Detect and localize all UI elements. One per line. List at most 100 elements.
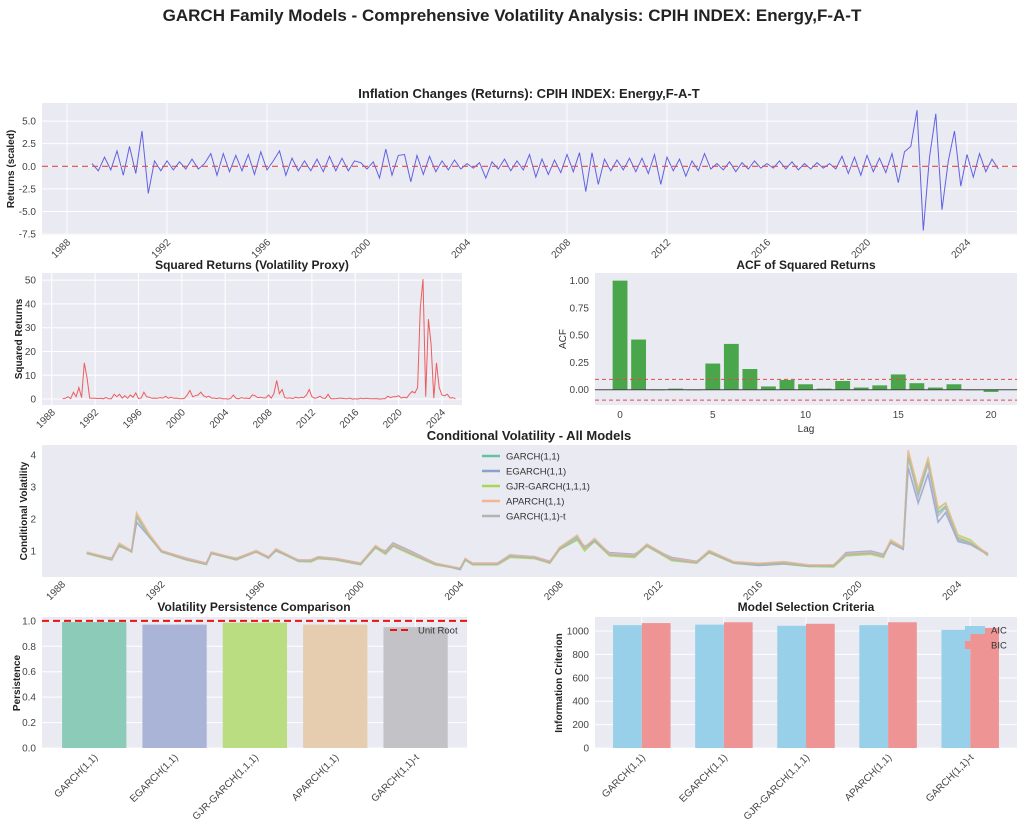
aic-bar: [777, 625, 806, 748]
x-tick-label: 0: [617, 410, 623, 421]
persistence-legend: Unit Root: [390, 626, 458, 637]
acf-bar: [853, 387, 869, 390]
y-tick-label: 3: [30, 482, 36, 493]
persistence-y-axis-label: Persistence: [12, 654, 23, 711]
x-tick-label: EGARCH(1,1): [128, 752, 181, 805]
volatility-line-4: [86, 457, 989, 570]
legend-label: GARCH(1,1): [506, 452, 560, 463]
squared-returns-chart-background: [42, 273, 462, 405]
y-tick-label: -2.5: [19, 184, 37, 195]
volatility-y-axis-label: Conditional Volatility: [19, 461, 30, 560]
x-tick-label: APARCH(1,1): [290, 752, 341, 803]
x-tick-label: GARCH(1,1): [52, 752, 100, 800]
acf-bar: [705, 363, 721, 390]
x-tick-label: GARCH(1,1): [600, 752, 648, 800]
x-tick-label: 10: [800, 410, 812, 421]
returns-y-axis-label: Returns (scaled): [6, 130, 17, 208]
legend-label: Unit Root: [418, 626, 458, 637]
y-tick-label: 0.0: [22, 744, 36, 755]
x-tick-label: 2004: [450, 237, 474, 261]
acf-bar: [779, 379, 795, 390]
y-tick-label: 50: [25, 276, 37, 287]
y-tick-label: 30: [25, 323, 37, 334]
y-tick-label: 5.0: [22, 117, 36, 128]
legend-label: BIC: [991, 641, 1007, 652]
persistence-bar: [222, 622, 288, 748]
squared-returns-chart: 0 10 20 30 40 50 1988 1992 1996 2000 2004 2008 2012 2…: [25, 273, 462, 431]
y-tick-label: 1.00: [570, 276, 590, 287]
acf-bar: [668, 388, 684, 390]
legend-label: GARCH(1,1)-t: [506, 512, 566, 523]
model-selection-legend: AIC BIC: [965, 626, 1007, 652]
acf-bar: [872, 385, 888, 390]
x-tick-label: 1988: [50, 237, 74, 261]
acf-chart: 0.00 0.25 0.50 0.75 1.00 0 5 10 15 20: [570, 273, 1017, 421]
acf-bar: [816, 388, 832, 390]
x-tick-label: 2008: [550, 237, 574, 261]
y-tick-label: 0: [30, 395, 36, 406]
x-tick-label: 15: [893, 410, 905, 421]
model-selection-chart-title: Model Selection Criteria: [738, 600, 875, 614]
bic-bar: [806, 623, 835, 748]
x-tick-label: GJR-GARCH(1,1,1): [742, 752, 812, 822]
persistence-bar: [62, 622, 127, 748]
acf-bar: [909, 383, 925, 390]
y-tick-label: 40: [25, 299, 37, 310]
y-tick-label: 4: [30, 450, 36, 461]
x-tick-label: GARCH(1,1)-t: [924, 752, 976, 804]
persistence-bar: [383, 627, 448, 748]
squared-returns-chart-title: Squared Returns (Volatility Proxy): [155, 258, 349, 272]
y-tick-label: 0.00: [570, 385, 590, 396]
aic-bar: [613, 625, 642, 748]
acf-x-axis-label: Lag: [798, 424, 815, 435]
y-tick-label: 1: [30, 547, 36, 558]
x-tick-label: 2024: [950, 237, 974, 261]
bic-bar: [641, 623, 671, 748]
y-tick-label: 800: [572, 650, 589, 661]
acf-bar: [983, 389, 999, 392]
y-tick-label: 1000: [567, 627, 590, 638]
y-tick-label: 0: [583, 744, 589, 755]
bic-bar: [888, 622, 917, 748]
x-tick-label: 2016: [338, 407, 362, 431]
y-tick-label: 0.4: [22, 693, 36, 704]
model-selection-chart: 0 200 400 600 800 1000 GARCH(1,1) EGARCH(1,1) GJ…: [567, 617, 1017, 823]
x-tick-label: 2012: [650, 237, 674, 261]
x-tick-label: 2004: [443, 579, 467, 603]
legend-label: APARCH(1,1): [506, 497, 564, 508]
x-tick-label: 2004: [208, 407, 232, 431]
squared-returns-y-axis-label: Squared Returns: [14, 298, 25, 379]
acf-chart-title: ACF of Squared Returns: [736, 258, 876, 272]
y-tick-label: 2: [30, 515, 36, 526]
acf-bar: [946, 384, 962, 390]
acf-bar: [723, 343, 739, 390]
persistence-bar: [303, 624, 368, 748]
x-tick-label: 2012: [642, 579, 666, 603]
y-tick-label: 600: [572, 673, 589, 684]
y-tick-label: 20: [25, 347, 37, 358]
acf-bar: [890, 374, 906, 390]
aic-bar: [941, 629, 971, 748]
acf-bar: [612, 280, 628, 390]
y-tick-label: 400: [572, 697, 589, 708]
acf-bar: [835, 381, 851, 390]
x-tick-label: 1988: [45, 579, 69, 603]
y-tick-label: 0.25: [570, 358, 590, 369]
y-tick-label: 0.2: [22, 718, 36, 729]
persistence-bar: [142, 624, 207, 748]
y-tick-label: 10: [25, 371, 37, 382]
x-tick-label: 2012: [294, 407, 318, 431]
volatility-legend: GARCH(1,1) EGARCH(1,1) GJR-GARCH(1,1,1) APA…: [482, 452, 590, 523]
x-tick-label: EGARCH(1,1): [677, 752, 730, 805]
figure-title: GARCH Family Models - Comprehensive Vola…: [163, 6, 862, 25]
x-tick-label: 2000: [164, 407, 188, 431]
x-tick-label: 1996: [121, 407, 145, 431]
returns-chart-background: [42, 103, 1017, 235]
squared-returns-line: [62, 279, 456, 400]
legend-label: EGARCH(1,1): [506, 467, 566, 478]
x-tick-label: 2020: [381, 407, 405, 431]
x-tick-label: 2000: [343, 579, 367, 603]
x-tick-label: 20: [985, 410, 997, 421]
